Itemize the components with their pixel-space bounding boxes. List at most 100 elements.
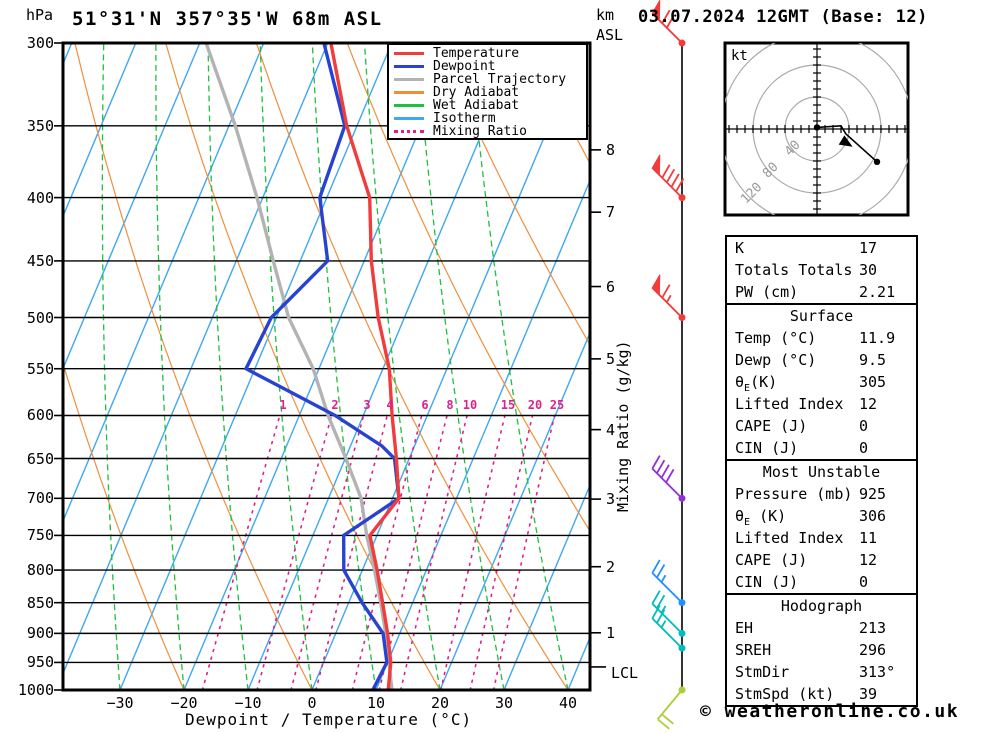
x-tick-label-10: 10	[366, 694, 386, 712]
table-row-value: 313°	[859, 663, 896, 681]
table-row: CIN (J) 0	[727, 437, 916, 459]
km-tick-label-7: 7	[606, 203, 616, 221]
lcl-label: LCL	[611, 664, 639, 682]
mixing-ratio-label-10: 10	[462, 398, 478, 412]
table-row-label: CAPE (J)	[735, 417, 808, 435]
barb-full	[661, 9, 671, 24]
table-row-label: θE (K)	[735, 507, 787, 528]
barb-full	[651, 604, 661, 619]
barb-station-dot	[678, 494, 686, 502]
stats-tables-panel: K 17 Totals Totals 30 PW (cm) 2.21 Surface Temp…	[725, 235, 918, 707]
table-row-label: CIN (J)	[735, 573, 799, 591]
table-row-label: StmDir	[735, 663, 790, 681]
barb-flag	[651, 154, 661, 177]
table-row-value: 305	[859, 373, 887, 391]
barb-staff	[651, 467, 683, 499]
table-row: θE (K) 306	[727, 505, 916, 528]
legend-line-sample	[394, 117, 424, 120]
legend-line-sample	[394, 78, 424, 81]
isotherm-line	[63, 43, 329, 676]
pressure-label-550: 550	[26, 360, 54, 378]
table-row-label: Pressure (mb)	[735, 485, 853, 503]
table-row-label: Lifted Index	[735, 529, 844, 547]
legend-item-isotherm: Isotherm	[394, 112, 586, 125]
barb-full	[656, 594, 666, 609]
mixing-ratio-label-1: 1	[279, 398, 287, 412]
wind-barb-900	[651, 590, 686, 637]
isotherm-line	[375, 178, 590, 690]
barb-half	[660, 574, 667, 583]
barb-full	[657, 718, 670, 730]
legend-item-label: Parcel Trajectory	[433, 72, 567, 87]
table-row: K 17	[727, 237, 916, 259]
legend-line-sample	[394, 91, 424, 94]
isotherm-line	[119, 43, 393, 690]
x-tick-label-20: 20	[430, 694, 450, 712]
wind-barb-column	[651, 0, 686, 730]
x-tick-label--10: −10	[234, 694, 262, 712]
mixing-ratio-label-8: 8	[446, 398, 454, 412]
dry-adiabat-line	[437, 43, 590, 346]
wind-barb-400	[651, 154, 686, 202]
barb-flag	[651, 0, 661, 22]
legend-item-temperature: Temperature	[394, 47, 586, 60]
mixing-ratio-label-6: 6	[421, 398, 429, 412]
barb-station-dot	[678, 39, 686, 47]
pressure-unit-label: hPa	[26, 6, 54, 24]
hodograph-start-dot	[813, 124, 821, 131]
table-row: StmSpd (kt) 39	[727, 683, 916, 705]
mixing-ratio-line	[440, 414, 506, 690]
mixing-ratio-line	[290, 414, 365, 690]
legend-item-label: Wet Adiabat	[433, 98, 520, 113]
isotherm-line	[439, 331, 590, 690]
table-row-value: 296	[859, 641, 887, 659]
parcel-trajectory-curve	[204, 43, 394, 690]
table-row: θE(K) 305	[727, 371, 916, 394]
wet-adiabat-line	[468, 43, 569, 690]
pressure-label-800: 800	[26, 561, 54, 579]
wet-adiabat-line	[101, 43, 121, 690]
table-row-label: K	[735, 239, 745, 257]
legend-item-label: Mixing Ratio	[433, 124, 527, 139]
mixing-ratio-label-4: 4	[386, 398, 394, 412]
barb-full	[656, 459, 666, 474]
table-row-value: 17	[859, 239, 878, 257]
barb-half	[660, 605, 667, 614]
table-row: Pressure (mb) 925	[727, 483, 916, 505]
barb-station-dot	[678, 194, 686, 202]
legend-item-label: Dry Adiabat	[433, 85, 520, 100]
hodograph-end-dot	[873, 158, 881, 165]
pressure-label-300: 300	[26, 34, 54, 52]
barb-full	[661, 284, 671, 299]
wind-barb-500	[651, 274, 686, 322]
isotherm-line	[183, 43, 457, 690]
legend-line-sample	[394, 104, 424, 107]
mixing-ratio-label-20: 20	[527, 398, 543, 412]
table-row-label: SREH	[735, 641, 772, 659]
table-most-unstable: Most Unstable Pressure (mb) 925 θE (K) 306 Li…	[725, 459, 918, 595]
dry-adiabat-line	[74, 43, 313, 690]
table-row-label: StmSpd (kt)	[735, 685, 835, 703]
table-header-hodograph: Hodograph	[780, 597, 863, 615]
barb-full	[661, 164, 671, 179]
table-row-label: EH	[735, 619, 754, 637]
barb-station-dot	[678, 629, 686, 637]
hodograph-arrow	[838, 135, 853, 147]
legend-line-sample	[394, 130, 424, 133]
km-tick-label-1: 1	[606, 624, 616, 642]
table-hodograph: Hodograph EH 213 SREH 296 StmDir 313° StmSpd (k…	[725, 593, 918, 707]
table-row-value: 30	[859, 261, 878, 279]
pressure-label-900: 900	[26, 624, 54, 642]
pressure-label-350: 350	[26, 117, 54, 135]
barb-full	[656, 564, 666, 579]
barb-staff	[651, 617, 683, 649]
wet-adiabat-line	[259, 43, 313, 690]
legend-line-sample	[394, 65, 424, 68]
pressure-label-400: 400	[26, 189, 54, 207]
table-row: StmDir 313°	[727, 661, 916, 683]
km-tick-label-5: 5	[606, 350, 616, 368]
km-tick-label-4: 4	[606, 421, 616, 439]
wind-barb-925	[651, 604, 686, 652]
table-row: Dewp (°C) 9.5	[727, 349, 916, 371]
